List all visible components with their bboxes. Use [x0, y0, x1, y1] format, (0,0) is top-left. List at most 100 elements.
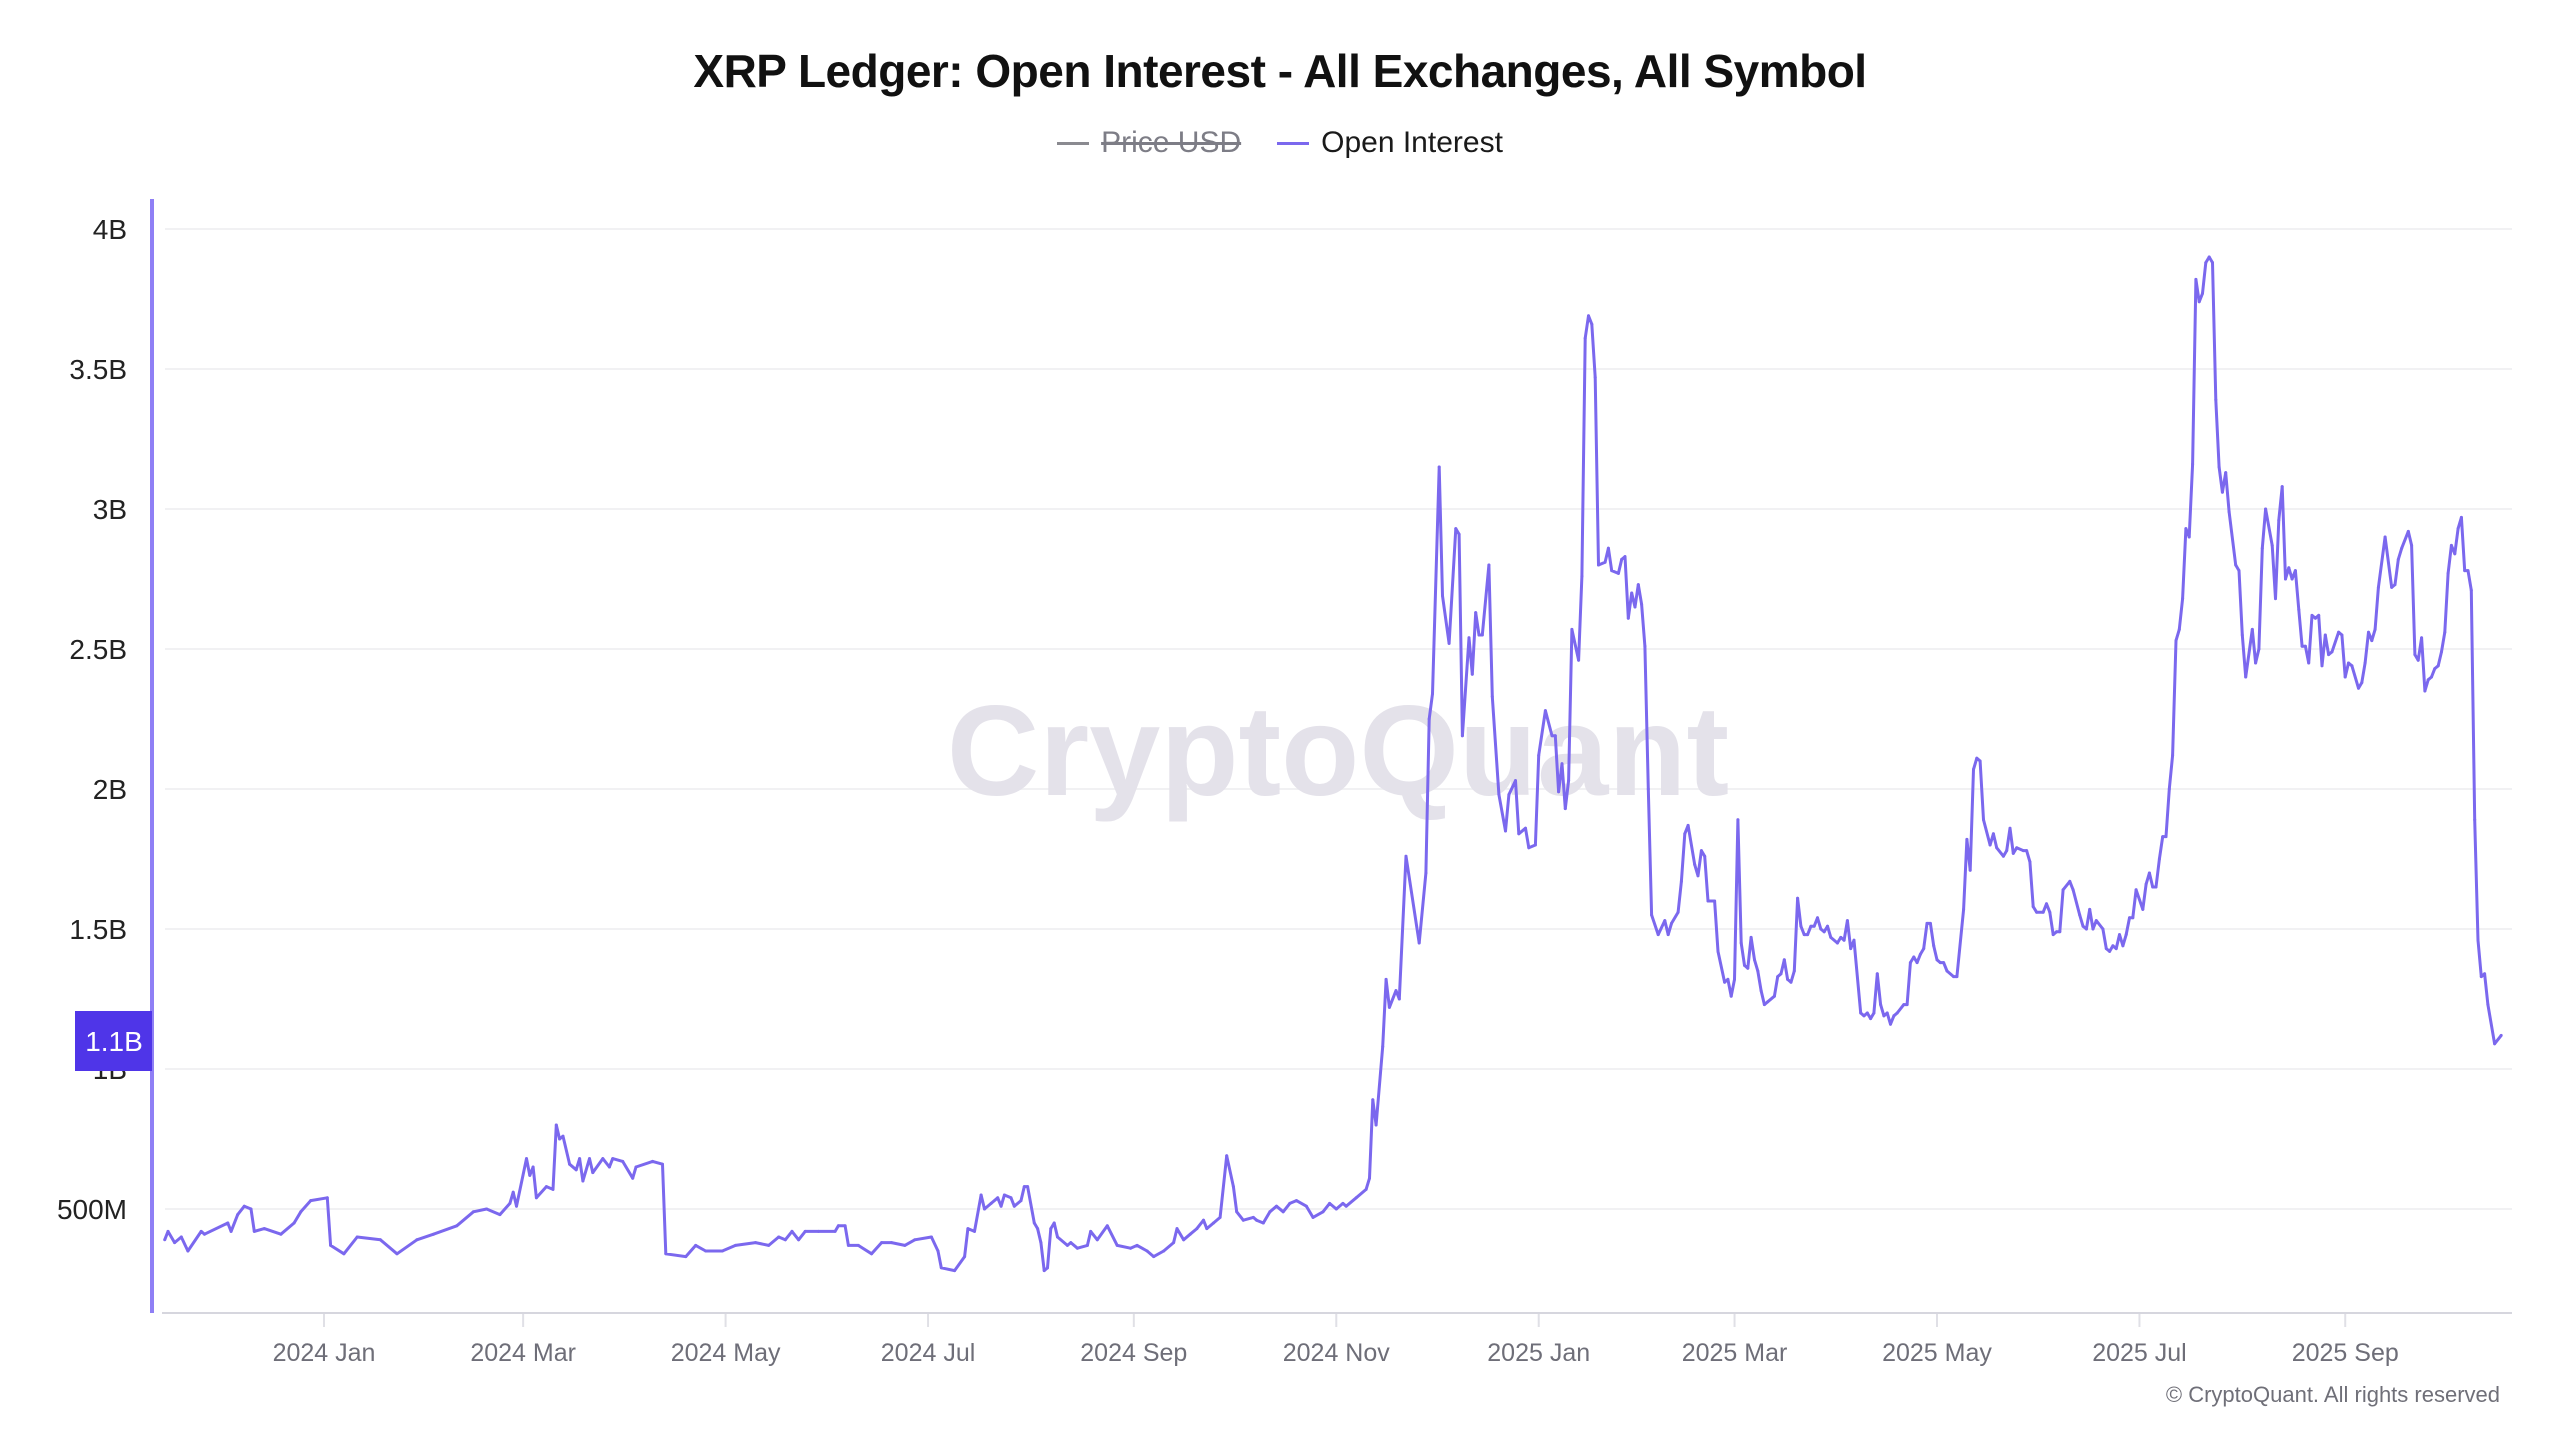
data-point: [1932, 944, 1936, 948]
data-point: [1268, 1210, 1272, 1214]
data-point: [2244, 675, 2248, 679]
data-point: [1879, 1003, 1883, 1007]
legend-item-price-usd[interactable]: Price USD: [1057, 126, 1241, 160]
data-point: [1753, 958, 1756, 962]
data-point: [1942, 961, 1946, 965]
data-point: [1726, 977, 1730, 981]
data-point: [1706, 899, 1710, 903]
data-point: [1859, 1011, 1863, 1015]
data-point: [1905, 1003, 1909, 1007]
data-point: [651, 1159, 655, 1163]
data-point: [325, 1196, 329, 1200]
data-point: [1039, 1241, 1043, 1245]
data-point: [544, 1185, 548, 1189]
data-point: [1447, 641, 1451, 645]
data-point: [455, 1224, 459, 1228]
data-point: [1487, 563, 1491, 567]
data-point: [2131, 916, 2135, 920]
data-point: [1912, 955, 1916, 959]
data-point: [1056, 1235, 1059, 1239]
data-point: [1991, 832, 1995, 836]
data-point: [1616, 571, 1620, 575]
data-point: [1656, 933, 1660, 937]
data-point: [1231, 1185, 1235, 1189]
data-point: [2440, 650, 2443, 654]
data-point: [1384, 977, 1388, 981]
data-point: [2459, 515, 2463, 519]
data-point: [2343, 675, 2347, 679]
data-point: [1633, 605, 1637, 609]
data-point: [2181, 597, 2185, 601]
data-point: [1374, 1123, 1378, 1127]
data-point: [1009, 1196, 1013, 1200]
data-point: [2393, 583, 2397, 587]
data-point: [966, 1227, 970, 1231]
data-point: [2313, 616, 2317, 620]
data-point: [1889, 1022, 1892, 1026]
data-point: [2048, 910, 2052, 914]
data-point: [1806, 933, 1810, 937]
data-point: [1036, 1227, 1040, 1231]
data-point: [2436, 664, 2440, 668]
data-point: [2416, 658, 2420, 662]
data-point: [1938, 961, 1942, 965]
data-point: [1477, 633, 1481, 637]
data-point: [1032, 1221, 1036, 1225]
data-point: [568, 1162, 572, 1166]
data-point: [432, 1232, 435, 1236]
data-point: [378, 1238, 382, 1242]
data-point: [2141, 907, 2145, 911]
data-point: [1441, 594, 1444, 598]
data-point: [2373, 627, 2377, 631]
data-point: [999, 1204, 1003, 1208]
data-point: [2058, 930, 2062, 934]
legend-swatch-open-interest: [1277, 141, 1310, 145]
data-point: [498, 1213, 502, 1217]
data-point: [777, 1235, 781, 1239]
data-point: [2171, 753, 2175, 757]
data-point: [1882, 1014, 1886, 1018]
data-point: [1341, 1201, 1345, 1205]
data-point: [1935, 958, 1939, 962]
data-point: [767, 1243, 771, 1247]
data-point: [2068, 879, 2072, 883]
data-point: [2473, 818, 2477, 822]
data-point: [2008, 826, 2012, 830]
data-point: [1281, 1210, 1285, 1214]
data-point: [1736, 818, 1740, 822]
data-point: [1915, 961, 1919, 965]
data-point: [903, 1243, 907, 1247]
data-point: [1822, 930, 1826, 934]
data-point: [2350, 664, 2354, 668]
data-point: [846, 1243, 850, 1247]
data-point: [1962, 907, 1966, 911]
data-point: [1394, 989, 1398, 993]
data-point: [1620, 557, 1624, 561]
data-point: [1583, 336, 1587, 340]
data-point: [2174, 639, 2178, 643]
data-point: [790, 1229, 794, 1233]
legend-item-open-interest[interactable]: Open Interest: [1277, 126, 1503, 160]
data-point: [2204, 261, 2208, 265]
x-tick-label: 2025 Jul: [2092, 1339, 2187, 1367]
data-point: [1275, 1204, 1278, 1208]
data-point: [1255, 1218, 1259, 1222]
data-point: [1796, 896, 1800, 900]
data-point: [1311, 1215, 1315, 1219]
data-point: [1872, 1011, 1876, 1015]
data-point: [1978, 759, 1982, 763]
data-point: [661, 1162, 664, 1166]
data-point: [1334, 1207, 1338, 1211]
data-point: [166, 1229, 170, 1233]
data-point: [1952, 975, 1956, 979]
data-point: [1162, 1249, 1166, 1253]
data-point: [611, 1157, 615, 1161]
data-point: [1095, 1238, 1099, 1242]
data-point: [163, 1238, 167, 1242]
data-point: [1460, 734, 1464, 738]
data-point: [1965, 837, 1969, 841]
data-point: [929, 1235, 933, 1239]
data-point: [1115, 1243, 1119, 1247]
data-point: [833, 1229, 837, 1233]
